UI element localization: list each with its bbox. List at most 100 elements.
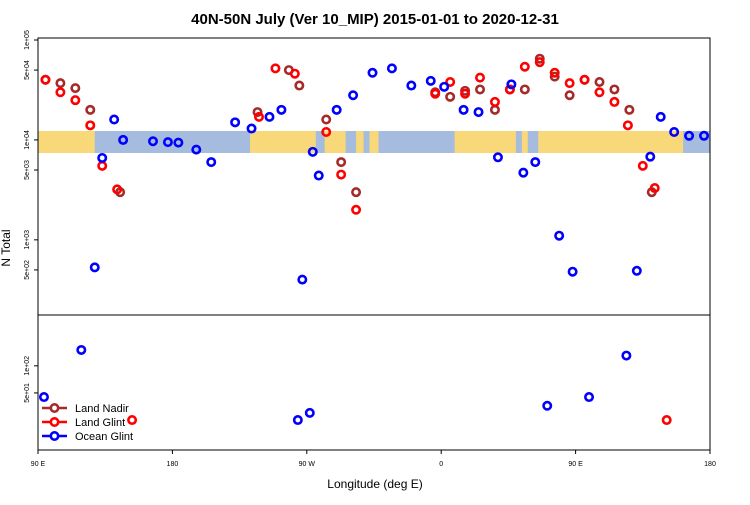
land-nadir-point: [336, 157, 347, 168]
x-tick-label: 0: [439, 461, 443, 468]
land-glint-point: [534, 57, 545, 68]
ocean-glint-point: [191, 144, 202, 155]
ocean-glint-point: [645, 151, 656, 162]
land-nadir-point: [609, 84, 620, 95]
ocean-glint-point: [162, 137, 173, 148]
land-nadir-point: [475, 84, 486, 95]
ocean-glint-point: [331, 104, 342, 115]
y-axis-title: N Total: [0, 229, 13, 266]
land-band-segment: [324, 131, 346, 153]
ocean-glint-point: [406, 80, 417, 91]
x-tick-label: 180: [167, 461, 179, 468]
land-glint-point: [85, 120, 96, 131]
ocean-glint-point: [307, 146, 318, 157]
land-nadir-point: [624, 104, 635, 115]
ocean-glint-point: [97, 152, 108, 163]
ocean-glint-point: [367, 67, 378, 78]
land-band-segment: [521, 131, 528, 153]
plot-frame: [37, 37, 711, 451]
x-tick-label: 90 E: [568, 461, 583, 468]
land-glint-point: [661, 415, 672, 426]
y-tick-label: 1e+05: [24, 30, 31, 50]
ocean-glint-point: [458, 104, 469, 115]
ocean-glint-point: [304, 407, 315, 418]
ocean-glint-point: [621, 350, 632, 361]
land-glint-point: [289, 68, 300, 79]
legend-label-land-glint: Land Glint: [75, 417, 125, 429]
land-band-segment: [454, 131, 516, 153]
land-nadir-point: [85, 104, 96, 115]
land-glint-point: [489, 96, 500, 107]
land-glint-point: [445, 76, 456, 87]
land-nadir-point: [445, 91, 456, 102]
ocean-glint-point: [518, 167, 529, 178]
ocean-glint-point: [109, 114, 120, 125]
x-tick-label: 90 E: [31, 461, 46, 468]
legend-label-ocean-glint: Ocean Glint: [75, 431, 133, 443]
ocean-glint-point: [542, 400, 553, 411]
ocean-glint-point: [89, 262, 100, 273]
land-nadir-point: [489, 104, 500, 115]
ocean-glint-point: [76, 344, 87, 355]
ocean-glint-point: [246, 123, 257, 134]
land-glint-point: [321, 127, 332, 138]
ocean-glint-point: [297, 274, 308, 285]
ocean-glint-point: [699, 130, 710, 141]
y-tick-label: 1e+03: [24, 230, 31, 250]
ocean-glint-point: [276, 104, 287, 115]
ocean-glint-point: [173, 137, 184, 148]
land-glint-point: [97, 160, 108, 171]
ocean-glint-point: [292, 415, 303, 426]
land-glint-point: [504, 84, 515, 95]
land-nadir-point: [594, 76, 605, 87]
ocean-glint-point: [230, 117, 241, 128]
land-nadir-point: [351, 187, 362, 198]
land-nadir-point: [55, 78, 66, 89]
chart-title: 40N-50N July (Ver 10_MIP) 2015-01-01 to …: [191, 11, 559, 28]
land-glint-point: [254, 111, 265, 122]
land-glint-point: [564, 78, 575, 89]
land-band-segment: [356, 131, 364, 153]
ocean-glint-point: [38, 392, 49, 403]
land-glint-point: [70, 95, 81, 106]
y-tick-label: 5e+04: [24, 60, 31, 80]
y-tick-label: 5e+02: [24, 260, 31, 280]
land-nadir-point: [534, 53, 545, 64]
land-nadir-point: [321, 114, 332, 125]
land-glint-point: [609, 96, 620, 107]
ocean-glint-point: [425, 75, 436, 86]
ocean-glint-point: [439, 81, 450, 92]
ocean-glint-point: [264, 111, 275, 122]
land-nadir-point: [519, 84, 530, 95]
ocean-glint-point: [147, 136, 158, 147]
land-glint-point: [475, 72, 486, 83]
land-glint-point: [270, 63, 281, 74]
land-nadir-point: [564, 90, 575, 101]
ocean-glint-point: [655, 111, 666, 122]
ocean-glint-point: [473, 107, 484, 118]
ocean-glint-point: [584, 392, 595, 403]
land-glint-point: [579, 74, 590, 85]
ocean-glint-point: [631, 265, 642, 276]
land-nadir-point: [294, 80, 305, 91]
x-tick-label: 90 W: [299, 461, 316, 468]
land-nadir-point: [70, 83, 81, 94]
y-tick-label: 5e+01: [24, 383, 31, 403]
ocean-glint-point: [684, 130, 695, 141]
legend-label-land-nadir: Land Nadir: [75, 403, 129, 415]
ocean-glint-point: [530, 157, 541, 168]
land-glint-point: [649, 183, 660, 194]
ocean-glint-point: [567, 266, 578, 277]
land-glint-point: [351, 204, 362, 215]
y-tick-label: 1e+02: [24, 356, 31, 376]
land-glint-point: [549, 67, 560, 78]
land-glint-point: [55, 87, 66, 98]
land-glint-point: [637, 160, 648, 171]
y-tick-label: 5e+03: [24, 160, 31, 180]
ocean-glint-point: [492, 152, 503, 163]
legend-marker-land-glint: [49, 416, 60, 427]
y-tick-label: 1e+04: [24, 130, 31, 150]
ocean-glint-point: [348, 90, 359, 101]
land-glint-point: [127, 415, 138, 426]
